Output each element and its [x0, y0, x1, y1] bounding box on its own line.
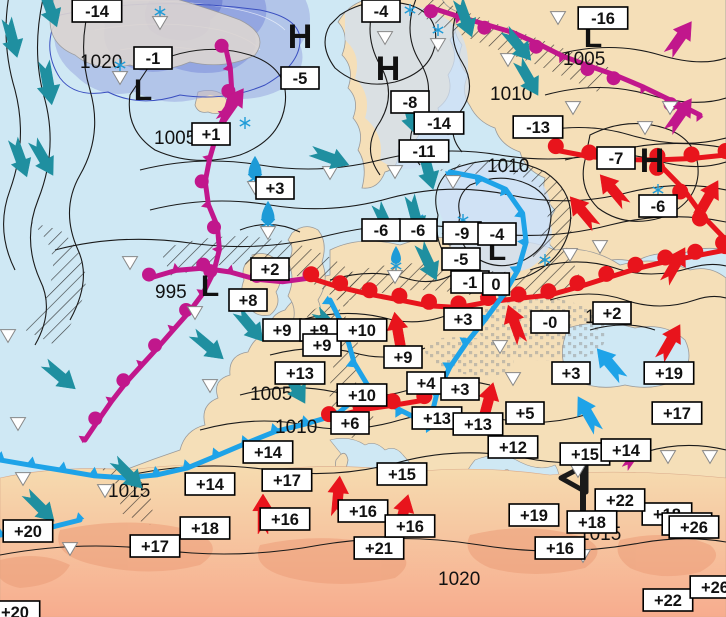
svg-text:+9: +9: [394, 349, 413, 367]
svg-text:1005: 1005: [154, 128, 196, 149]
svg-text:+3: +3: [266, 180, 285, 198]
svg-text:+2: +2: [261, 261, 280, 279]
svg-text:+4: +4: [417, 375, 437, 393]
svg-text:+14: +14: [196, 476, 225, 494]
svg-text:H: H: [640, 142, 665, 180]
svg-text:-0: -0: [543, 314, 558, 332]
svg-text:+14: +14: [612, 442, 641, 460]
svg-text:+6: +6: [341, 415, 360, 433]
svg-text:+19: +19: [520, 507, 548, 525]
svg-text:+17: +17: [141, 538, 169, 556]
svg-text:+15: +15: [571, 446, 599, 464]
svg-text:+12: +12: [499, 439, 527, 457]
svg-text:+3: +3: [451, 381, 470, 399]
svg-text:+18: +18: [578, 514, 606, 532]
svg-text:1005: 1005: [250, 384, 292, 405]
svg-text:+17: +17: [273, 472, 301, 490]
svg-text:0: 0: [491, 276, 500, 294]
svg-text:-4: -4: [374, 3, 389, 21]
svg-text:+3: +3: [454, 311, 473, 329]
svg-text:-7: -7: [609, 150, 624, 168]
svg-text:+9: +9: [313, 337, 332, 355]
svg-text:+20: +20: [1, 604, 29, 617]
svg-text:L: L: [201, 270, 219, 303]
svg-text:-1: -1: [463, 274, 478, 292]
svg-text:+13: +13: [423, 410, 451, 428]
svg-text:+9: +9: [273, 322, 292, 340]
svg-text:-5: -5: [293, 70, 308, 88]
svg-text:H: H: [288, 18, 313, 56]
svg-text:-9: -9: [455, 225, 470, 243]
svg-text:+17: +17: [663, 405, 691, 423]
svg-text:+16: +16: [271, 511, 299, 529]
svg-text:-11: -11: [413, 143, 436, 161]
svg-text:-6: -6: [651, 198, 666, 216]
svg-text:-5: -5: [454, 251, 469, 269]
svg-text:995: 995: [155, 282, 187, 303]
svg-text:+10: +10: [348, 322, 376, 340]
svg-text:+18: +18: [191, 520, 219, 538]
svg-text:-4: -4: [490, 226, 505, 244]
svg-text:H: H: [376, 50, 401, 88]
svg-text:1005: 1005: [563, 49, 605, 70]
svg-text:L: L: [134, 74, 152, 107]
svg-text:+10: +10: [348, 387, 376, 405]
svg-text:1020: 1020: [438, 569, 480, 590]
svg-text:1010: 1010: [487, 156, 529, 177]
svg-text:+21: +21: [365, 540, 393, 558]
svg-text:-13: -13: [526, 119, 550, 137]
svg-text:+22: +22: [606, 492, 634, 510]
svg-text:+5: +5: [516, 405, 535, 423]
svg-text:+20: +20: [14, 523, 42, 541]
svg-text:+13: +13: [464, 416, 492, 434]
svg-text:+3: +3: [562, 365, 581, 383]
svg-text:-16: -16: [591, 10, 615, 28]
svg-text:+8: +8: [239, 292, 258, 310]
svg-text:+26: +26: [680, 519, 708, 537]
svg-text:-14: -14: [85, 3, 110, 21]
svg-text:+19: +19: [655, 365, 683, 383]
svg-text:-8: -8: [403, 94, 418, 112]
svg-text:+16: +16: [546, 540, 574, 558]
svg-text:+26: +26: [701, 579, 726, 597]
svg-text:+1: +1: [202, 126, 221, 144]
svg-text:+14: +14: [254, 444, 283, 462]
svg-text:+22: +22: [654, 592, 682, 610]
svg-text:+16: +16: [349, 503, 377, 521]
svg-text:+15: +15: [388, 466, 416, 484]
svg-text:-6: -6: [374, 222, 389, 240]
svg-text:+2: +2: [603, 305, 622, 323]
svg-text:1010: 1010: [275, 417, 317, 438]
svg-text:+16: +16: [396, 518, 424, 536]
svg-text:-14: -14: [427, 115, 452, 133]
svg-text:+13: +13: [286, 365, 314, 383]
svg-text:-6: -6: [411, 222, 426, 240]
svg-text:-1: -1: [146, 50, 161, 68]
